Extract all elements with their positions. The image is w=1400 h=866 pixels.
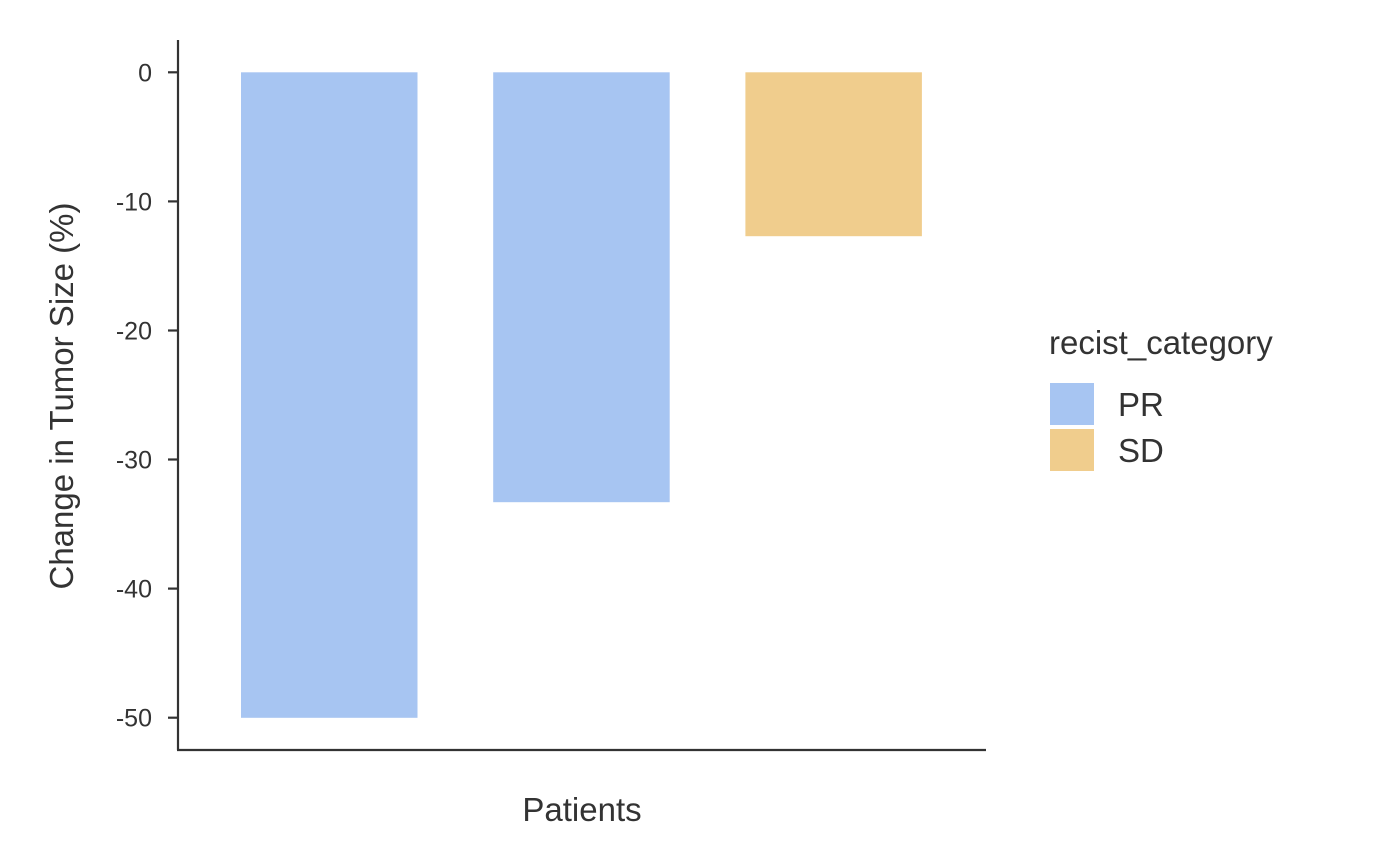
legend-items: PR SD	[1050, 383, 1164, 471]
y-axis-title: Change in Tumor Size (%)	[43, 203, 80, 590]
y-tick-label: -30	[116, 447, 152, 475]
bars-layer	[241, 72, 922, 718]
x-axis-title: Patients	[522, 791, 641, 828]
legend-label-sd: SD	[1118, 432, 1164, 469]
bar-patient-2	[493, 72, 670, 503]
legend-title: recist_category	[1049, 324, 1273, 361]
bar-patient-1	[241, 72, 418, 718]
y-tick-label: -20	[116, 318, 152, 346]
y-tick-label: 0	[138, 59, 152, 87]
legend-label-pr: PR	[1118, 386, 1164, 423]
y-tick-label: -40	[116, 576, 152, 604]
y-axis-ticks: 0 -10 -20 -30 -40 -50	[116, 59, 178, 733]
legend: recist_category PR SD	[1049, 324, 1273, 471]
y-tick-label: -10	[116, 188, 152, 216]
legend-key-sd	[1050, 429, 1094, 471]
legend-key-pr	[1050, 383, 1094, 425]
bar-patient-3	[745, 72, 922, 237]
y-tick-label: -50	[116, 705, 152, 733]
